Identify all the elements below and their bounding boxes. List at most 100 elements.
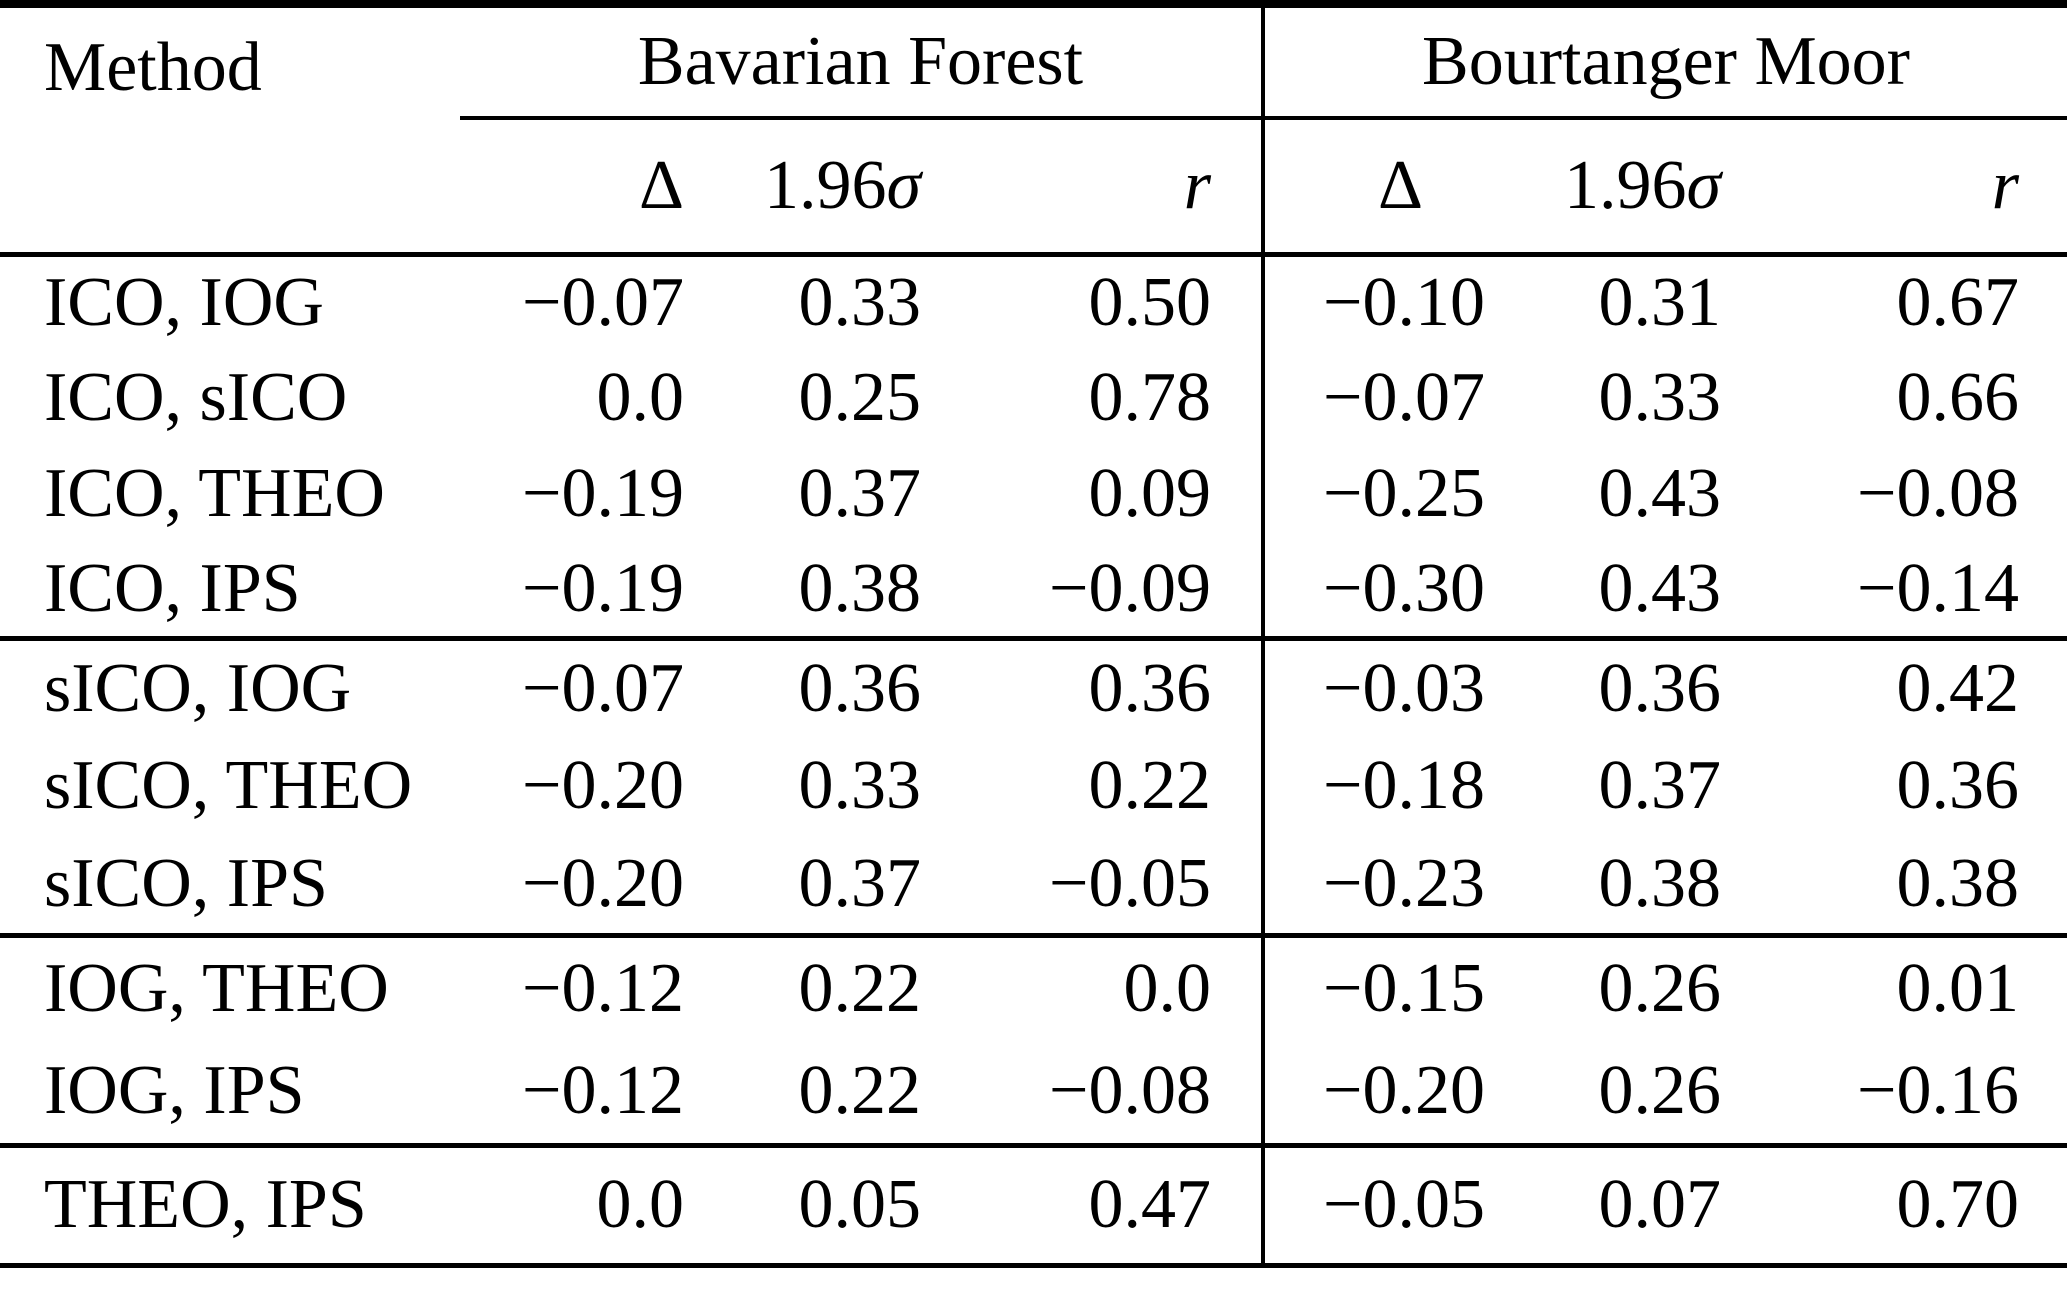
value-cell: −0.05 [1049, 845, 1212, 922]
table-row: ICO, IPS −0.19 0.38 −0.09 −0.30 0.43 −0.… [0, 542, 2067, 638]
value-cell: 0.26 [1598, 949, 1722, 1027]
table-row: sICO, IPS −0.20 0.37 −0.05 −0.23 0.38 0.… [0, 836, 2067, 935]
col-header-method: Method [0, 4, 460, 257]
r-symbol: r [1183, 146, 1212, 224]
value-cell: −0.07 [1261, 350, 1486, 446]
value-cell: 0.05 [798, 1165, 922, 1243]
value-cell: 0.36 [1598, 649, 1722, 727]
subheader-sigma-bf: 1.96σ [690, 118, 925, 257]
row-group-sico: sICO, IOG −0.07 0.36 0.36 −0.03 0.36 0.4… [0, 638, 2067, 935]
table-header: Method Bavarian Forest Bourtanger Moor Δ… [0, 4, 2067, 257]
value-cell: 0.09 [1088, 454, 1212, 532]
delta-symbol: Δ [638, 146, 684, 224]
value-cell: 0.0 [596, 1165, 685, 1243]
value-cell: −0.20 [522, 845, 684, 922]
value-cell: −0.12 [522, 1052, 684, 1129]
value-cell: −0.16 [1857, 1052, 2020, 1129]
value-cell: 0.25 [798, 358, 922, 436]
value-cell: 0.50 [1088, 264, 1212, 341]
subheader-sigma-bm: 1.96σ [1485, 118, 1726, 257]
value-cell: 0.43 [1598, 549, 1722, 627]
sigma-symbol: σ [886, 146, 921, 224]
value-cell: 0.67 [1896, 264, 2020, 341]
value-cell: 0.38 [798, 549, 922, 627]
row-group-ico: ICO, IOG −0.07 0.33 0.50 −0.10 0.31 0.67… [0, 254, 2067, 638]
value-cell: −0.23 [1261, 836, 1486, 935]
value-cell: 0.47 [1088, 1165, 1212, 1243]
table-row: IOG, THEO −0.12 0.22 0.0 −0.15 0.26 0.01 [0, 935, 2067, 1040]
row-group-iog: IOG, THEO −0.12 0.22 0.0 −0.15 0.26 0.01… [0, 935, 2067, 1145]
value-cell: −0.09 [1049, 549, 1212, 627]
value-cell: −0.25 [1261, 446, 1486, 542]
value-cell: 0.07 [1598, 1165, 1722, 1243]
method-comparison-table: Method Bavarian Forest Bourtanger Moor Δ… [0, 0, 2067, 1268]
value-cell: 0.22 [798, 1052, 922, 1129]
value-cell: −0.19 [522, 549, 684, 627]
method-cell: IOG, THEO [44, 949, 389, 1027]
method-cell: ICO, THEO [44, 454, 385, 532]
subheader-r-bf: r [925, 118, 1264, 257]
method-cell: sICO, IOG [44, 649, 352, 727]
value-cell: 0.38 [1598, 845, 1722, 922]
table-row: IOG, IPS −0.12 0.22 −0.08 −0.20 0.26 −0.… [0, 1040, 2067, 1145]
method-cell: sICO, THEO [44, 747, 413, 825]
value-cell: 0.26 [1598, 1052, 1722, 1129]
value-cell: −0.07 [522, 649, 684, 727]
value-cell: 0.0 [1123, 949, 1212, 1027]
row-group-theo: THEO, IPS 0.0 0.05 0.47 −0.05 0.07 0.70 [0, 1145, 2067, 1265]
value-cell: −0.18 [1261, 737, 1486, 836]
value-cell: −0.12 [522, 949, 684, 1027]
sigma-coefficient: 1.96 [763, 146, 887, 224]
table-row: ICO, IOG −0.07 0.33 0.50 −0.10 0.31 0.67 [0, 254, 2067, 350]
table-row: sICO, THEO −0.20 0.33 0.22 −0.18 0.37 0.… [0, 737, 2067, 836]
value-cell: −0.19 [522, 454, 684, 532]
value-cell: 0.78 [1088, 358, 1212, 436]
value-cell: 0.33 [798, 264, 922, 341]
delta-symbol: Δ [1378, 146, 1424, 224]
value-cell: 0.70 [1896, 1165, 2020, 1243]
value-cell: 0.36 [1088, 649, 1212, 727]
r-symbol: r [1991, 146, 2020, 224]
value-cell: 0.22 [1088, 747, 1212, 825]
method-cell: sICO, IPS [44, 845, 328, 922]
subheader-delta-bm: Δ [1261, 118, 1486, 257]
value-cell: −0.10 [1261, 254, 1486, 350]
method-cell: ICO, IOG [44, 264, 324, 341]
value-cell: 0.43 [1598, 454, 1722, 532]
table-row: ICO, sICO 0.0 0.25 0.78 −0.07 0.33 0.66 [0, 350, 2067, 446]
sigma-symbol: σ [1686, 146, 1722, 224]
value-cell: 0.01 [1896, 949, 2020, 1027]
method-cell: ICO, sICO [44, 358, 348, 436]
subheader-delta-bf: Δ [460, 118, 690, 257]
value-cell: 0.37 [798, 845, 922, 922]
subheader-r-bm: r [1725, 118, 2067, 257]
value-cell: 0.36 [798, 649, 922, 727]
value-cell: 0.38 [1896, 845, 2020, 922]
value-cell: −0.08 [1857, 454, 2020, 532]
value-cell: 0.33 [798, 747, 922, 825]
value-cell: −0.20 [522, 747, 684, 825]
value-cell: 0.66 [1896, 358, 2020, 436]
value-cell: −0.05 [1261, 1145, 1486, 1265]
value-cell: −0.20 [1261, 1040, 1486, 1145]
sigma-coefficient: 1.96 [1563, 146, 1687, 224]
value-cell: 0.0 [596, 358, 685, 436]
method-cell: THEO, IPS [44, 1165, 367, 1243]
method-cell: ICO, IPS [44, 549, 301, 627]
value-cell: 0.42 [1896, 649, 2020, 727]
table-row: sICO, IOG −0.07 0.36 0.36 −0.03 0.36 0.4… [0, 638, 2067, 737]
group-header-row: Method Bavarian Forest Bourtanger Moor [0, 4, 2067, 257]
table-row: THEO, IPS 0.0 0.05 0.47 −0.05 0.07 0.70 [0, 1145, 2067, 1265]
value-cell: 0.33 [1598, 358, 1722, 436]
value-cell: 0.37 [1598, 747, 1722, 825]
value-cell: −0.14 [1857, 549, 2020, 627]
value-cell: −0.07 [522, 264, 684, 341]
value-cell: 0.37 [798, 454, 922, 532]
value-cell: −0.08 [1049, 1052, 1212, 1129]
value-cell: 0.22 [798, 949, 922, 1027]
method-cell: IOG, IPS [44, 1052, 305, 1129]
col-group-bourtanger-moor: Bourtanger Moor [1261, 4, 2067, 120]
table-row: ICO, THEO −0.19 0.37 0.09 −0.25 0.43 −0.… [0, 446, 2067, 542]
value-cell: 0.36 [1896, 747, 2020, 825]
